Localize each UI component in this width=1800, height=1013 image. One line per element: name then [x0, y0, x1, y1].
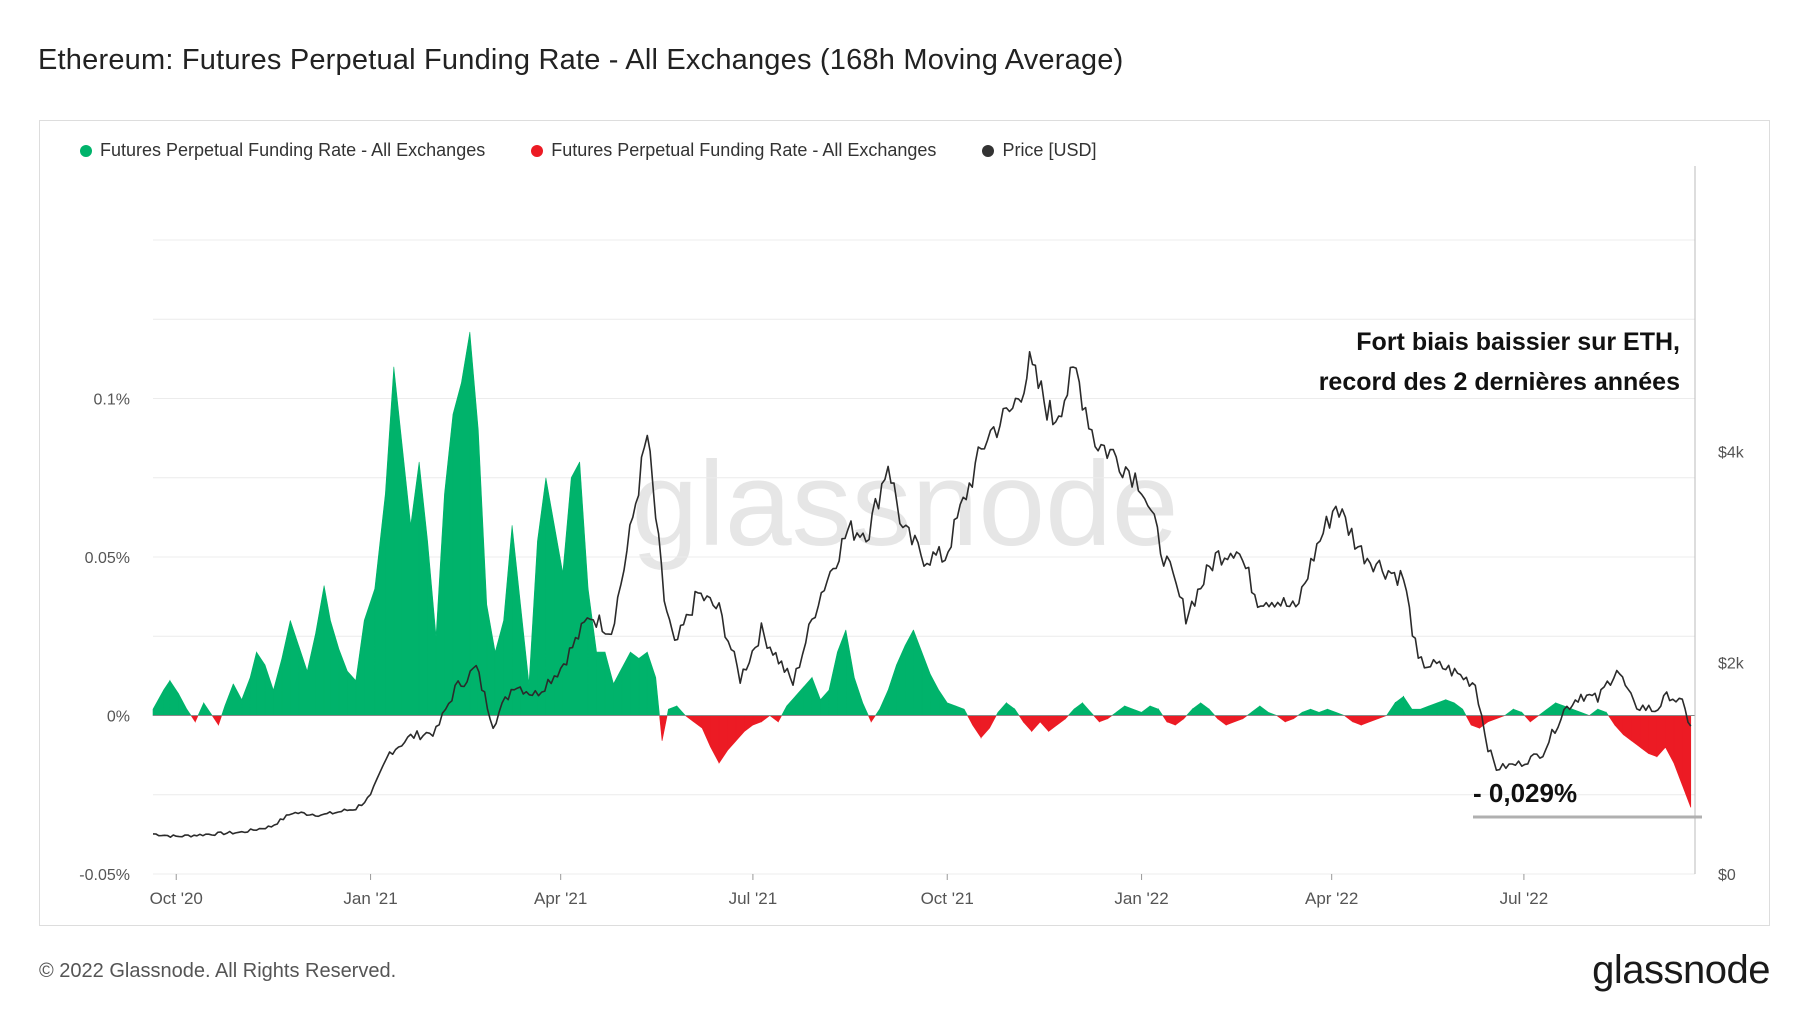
- chart-frame: [39, 120, 1770, 926]
- copyright-text: © 2022 Glassnode. All Rights Reserved.: [39, 960, 397, 982]
- annotation-text: Fort biais baissier sur ETH, record des …: [1250, 322, 1680, 402]
- legend-label: Futures Perpetual Funding Rate - All Exc…: [100, 140, 486, 160]
- x-tick-label: Apr '22: [1305, 889, 1358, 908]
- y-left-tick-label: 0.1%: [94, 392, 130, 409]
- glassnode-logo: glassnode: [1592, 948, 1770, 992]
- annotation-line-1: Fort biais baissier sur ETH,: [1356, 328, 1680, 356]
- x-tick-label: Oct '20: [150, 889, 203, 908]
- legend-label: Futures Perpetual Funding Rate - All Exc…: [551, 140, 937, 160]
- green-dot-icon: [80, 144, 92, 157]
- x-tick-label: Jul '21: [729, 889, 778, 908]
- legend: Futures Perpetual Funding Rate - All Exc…: [80, 140, 1096, 161]
- black-dot-icon: [982, 144, 995, 157]
- y-left-tick-label: 0.05%: [85, 550, 130, 567]
- legend-item-price[interactable]: Price [USD]: [982, 140, 1096, 161]
- watermark-text: glassnode: [631, 437, 1178, 571]
- legend-item-negative-funding[interactable]: Futures Perpetual Funding Rate - All Exc…: [531, 140, 936, 161]
- y-left-tick-label: -0.05%: [79, 867, 130, 884]
- y-right-tick-label: $2k: [1718, 656, 1745, 673]
- x-tick-label: Apr '21: [534, 889, 587, 908]
- positive-funding-area: [152, 331, 1609, 716]
- annotation-line-2: record des 2 dernières années: [1318, 368, 1680, 396]
- y-right-tick-label: $4k: [1718, 444, 1745, 461]
- red-dot-icon: [531, 144, 544, 157]
- price-line: [152, 351, 1692, 838]
- x-tick-label: Jan '22: [1114, 889, 1168, 908]
- x-tick-label: Jan '21: [343, 889, 397, 908]
- min-value-label: - 0,029%: [1473, 778, 1578, 808]
- negative-funding-area: [190, 715, 1692, 808]
- x-tick-label: Jul '22: [1500, 889, 1549, 908]
- y-right-tick-label: $0: [1718, 867, 1736, 884]
- chart-title: Ethereum: Futures Perpetual Funding Rate…: [38, 44, 1124, 76]
- y-left-tick-label: 0%: [107, 709, 130, 726]
- legend-item-positive-funding[interactable]: Futures Perpetual Funding Rate - All Exc…: [80, 140, 485, 161]
- legend-label: Price [USD]: [1002, 140, 1097, 160]
- x-tick-label: Oct '21: [921, 889, 974, 908]
